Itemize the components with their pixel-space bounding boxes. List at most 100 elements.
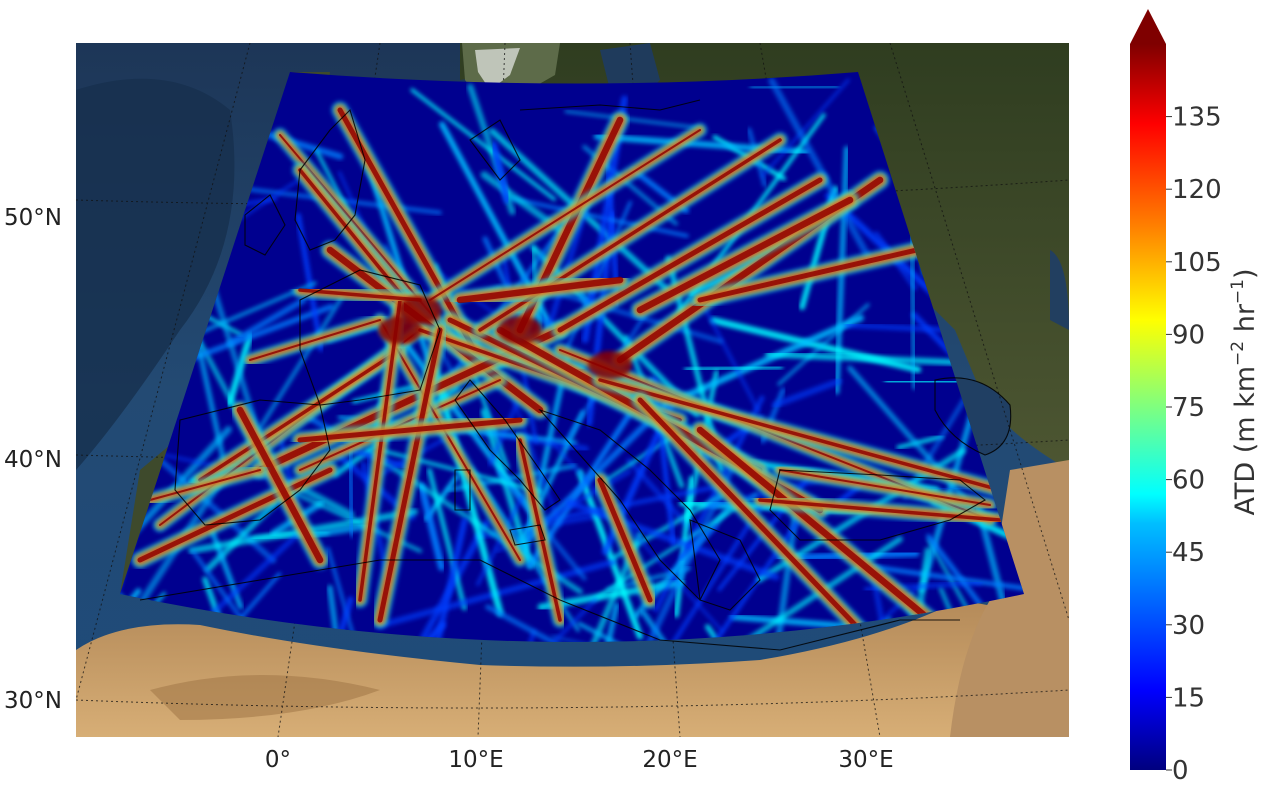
traffic-track (429, 129, 701, 301)
traffic-track (598, 378, 1002, 492)
coast-balkans (538, 408, 721, 601)
traffic-track (487, 397, 521, 467)
traffic-track (236, 406, 324, 564)
lon-label-30e: 30°E (838, 747, 893, 773)
traffic-tracks (120, 77, 1024, 642)
traffic-track (456, 276, 624, 304)
traffic-track (597, 477, 653, 603)
traffic-track (548, 531, 643, 642)
traffic-track (454, 597, 598, 642)
longitude-labels: 0° 10°E 20°E 30°E (265, 747, 894, 773)
colorbar-extend-arrow (1130, 9, 1166, 44)
traffic-track (536, 482, 730, 525)
latitude-labels: 50°N 40°N 30°N (4, 205, 62, 714)
traffic-track (890, 547, 931, 642)
colorbar-tick-label: 15 (1172, 683, 1205, 713)
traffic-hotspot (588, 351, 632, 379)
colorbar-tick-label: 135 (1172, 103, 1222, 133)
coast-sicily (509, 524, 546, 546)
coast-north-africa (139, 559, 960, 651)
colorbar: 0 15 30 45 60 75 90 105 120 135 ATD (m km−2 hr−1) (1130, 9, 1261, 786)
traffic-track (590, 602, 620, 642)
colorbar-tick-label: 90 (1172, 320, 1205, 350)
traffic-hotspot (378, 316, 422, 344)
colorbar-tick-label: 105 (1172, 248, 1222, 278)
deep-atlantic (76, 78, 235, 470)
traffic-track (662, 314, 864, 409)
traffic-track (553, 469, 632, 517)
coast-ireland (244, 194, 286, 256)
traffic-track (557, 177, 823, 333)
coastlines (139, 99, 1012, 651)
colorbar-tick-label: 45 (1172, 538, 1205, 568)
colorbar-tick-label: 0 (1172, 756, 1189, 786)
coast-turkey (769, 469, 986, 541)
traffic-track (896, 434, 944, 450)
traffic-track (120, 425, 232, 607)
traffic-track (771, 378, 842, 409)
meridian-40e (889, 43, 1069, 621)
traffic-track (137, 467, 333, 563)
traffic-hotspot (398, 296, 442, 324)
colorbar-tick-label: 30 (1172, 611, 1205, 641)
traffic-track (779, 469, 991, 506)
caspian (1050, 250, 1069, 330)
traffic-track (518, 438, 562, 622)
traffic-track (149, 469, 261, 501)
traffic-track (227, 296, 307, 346)
traffic-track (768, 499, 800, 642)
traffic-track (564, 109, 702, 130)
colorbar-tick-label: 60 (1172, 466, 1205, 496)
traffic-track (198, 348, 402, 482)
coast-iberia (174, 399, 331, 526)
coast-britain (294, 108, 366, 251)
colorbar-tick-label: 75 (1172, 393, 1205, 423)
traffic-track (378, 520, 490, 642)
coast-denmark (469, 119, 521, 181)
traffic-track (249, 319, 381, 361)
traffic-track (410, 88, 556, 201)
traffic-track (358, 298, 402, 602)
lat-label-50n: 50°N (4, 205, 62, 231)
traffic-track (636, 196, 854, 314)
traffic-track (490, 141, 511, 204)
lat-label-40n: 40°N (4, 447, 62, 473)
coast-sardinia (454, 469, 471, 511)
traffic-track (576, 469, 644, 640)
traffic-track (297, 417, 523, 443)
coast-france (299, 269, 441, 406)
traffic-track (476, 495, 524, 586)
traffic-track (768, 77, 874, 265)
traffic-track (549, 440, 724, 633)
traffic-track (206, 525, 308, 620)
coast-baltic (519, 99, 701, 111)
coast-greece (689, 519, 761, 611)
colorbar-title: ATD (m km−2 hr−1) (1228, 268, 1261, 515)
colorbar-tick-label: 120 (1172, 175, 1222, 205)
traffic-track (204, 499, 279, 573)
traffic-track (749, 84, 840, 91)
traffic-track (405, 517, 468, 642)
land-middle-east (950, 460, 1069, 737)
traffic-track (638, 498, 767, 642)
coast-italy (454, 379, 561, 511)
traffic-track (577, 621, 717, 642)
traffic-track (304, 522, 373, 540)
traffic-track (298, 288, 422, 302)
traffic-track (175, 303, 335, 367)
traffic-track (697, 296, 761, 413)
traffic-track (326, 546, 401, 642)
traffic-track (377, 327, 443, 623)
traffic-track (551, 635, 682, 642)
colorbar-gradient (1130, 44, 1166, 770)
traffic-track (761, 78, 850, 178)
meridian-10w (76, 43, 251, 701)
land-northeast (460, 43, 1069, 470)
traffic-track (777, 303, 870, 386)
traffic-track (379, 319, 521, 561)
snow-alps-norway (475, 48, 520, 90)
traffic-hotspot (498, 316, 542, 344)
traffic-track (327, 584, 364, 642)
parallel-30n (76, 689, 1069, 709)
traffic-track (591, 492, 758, 602)
